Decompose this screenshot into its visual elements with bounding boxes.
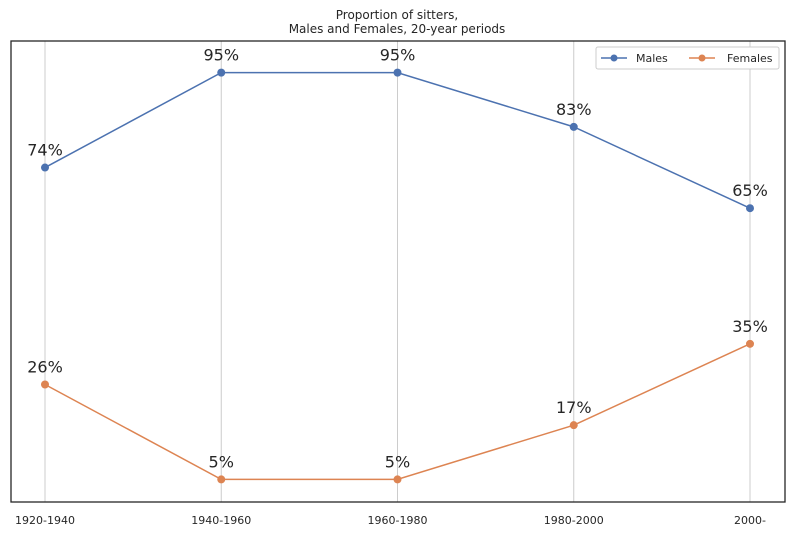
x-tick-label: 1980-2000 [544, 514, 604, 527]
x-tick-labels: 1920-1940 1940-1960 1960-1980 1980-2000 2000… [15, 514, 766, 527]
data-label-males: 74% [27, 141, 63, 160]
legend-label-females: Females [727, 52, 773, 65]
data-point-females[interactable] [746, 339, 754, 348]
data-point-females[interactable] [217, 475, 226, 484]
data-labels: 74% 95% 95% 83% 65% 26% 5% 5% 17% 35% [27, 46, 768, 472]
series-layer [41, 68, 754, 484]
x-tick-label: 1960-1980 [368, 514, 428, 527]
data-label-males: 95% [203, 46, 239, 65]
data-label-females: 5% [385, 452, 410, 471]
data-point-males[interactable] [41, 163, 49, 172]
data-point-males[interactable] [217, 68, 226, 77]
data-label-females: 5% [209, 452, 234, 471]
data-point-females[interactable] [393, 475, 402, 484]
data-label-males: 95% [380, 46, 416, 65]
legend-box [595, 46, 780, 70]
data-point-males[interactable] [746, 204, 754, 213]
legend[interactable]: Males Females [595, 46, 780, 70]
legend-marker-females [698, 54, 706, 62]
x-tick-label: 1940-1960 [191, 514, 251, 527]
data-point-males[interactable] [569, 122, 578, 131]
x-tick-label: 1920-1940 [15, 514, 75, 527]
data-label-males: 83% [556, 100, 592, 119]
data-label-females: 35% [732, 317, 768, 336]
data-label-females: 17% [556, 398, 592, 417]
data-point-females[interactable] [41, 380, 49, 389]
chart-title: Proportion of sitters, [336, 8, 459, 22]
x-tick-label: 2000- [734, 514, 766, 527]
legend-marker-males [610, 54, 618, 62]
chart-subtitle: Males and Females, 20-year periods [289, 22, 506, 36]
legend-label-males: Males [636, 52, 668, 65]
data-label-males: 65% [732, 181, 768, 200]
data-label-females: 26% [27, 357, 63, 376]
data-point-males[interactable] [393, 68, 402, 77]
plot-frame [10, 40, 786, 503]
data-point-females[interactable] [569, 421, 578, 430]
